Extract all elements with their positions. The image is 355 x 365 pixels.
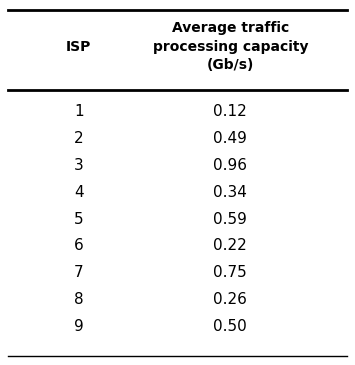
Text: Average traffic
processing capacity
(Gb/s): Average traffic processing capacity (Gb/… <box>153 21 308 72</box>
Text: ISP: ISP <box>66 40 92 54</box>
Text: 0.12: 0.12 <box>213 104 247 119</box>
Text: 0.59: 0.59 <box>213 212 247 227</box>
Text: 9: 9 <box>74 319 84 334</box>
Text: 8: 8 <box>74 292 84 307</box>
Text: 7: 7 <box>74 265 84 280</box>
Text: 1: 1 <box>74 104 84 119</box>
Text: 0.26: 0.26 <box>213 292 247 307</box>
Text: 4: 4 <box>74 185 84 200</box>
Text: 0.22: 0.22 <box>213 238 247 253</box>
Text: 0.96: 0.96 <box>213 158 247 173</box>
Text: 0.34: 0.34 <box>213 185 247 200</box>
Text: 5: 5 <box>74 212 84 227</box>
Text: 0.50: 0.50 <box>213 319 247 334</box>
Text: 0.49: 0.49 <box>213 131 247 146</box>
Text: 3: 3 <box>74 158 84 173</box>
Text: 0.75: 0.75 <box>213 265 247 280</box>
Text: 2: 2 <box>74 131 84 146</box>
Text: 6: 6 <box>74 238 84 253</box>
